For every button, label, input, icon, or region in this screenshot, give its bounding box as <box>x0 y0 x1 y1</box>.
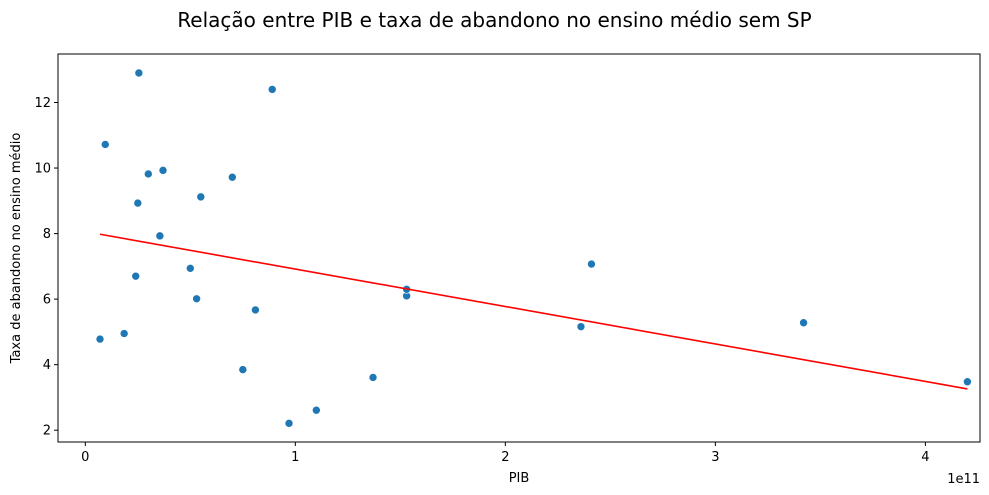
scatter-point-2 <box>100 140 110 149</box>
y-tick-label: 2 <box>43 424 51 439</box>
x-axis-label: PIB <box>509 471 530 486</box>
scatter-point-8 <box>155 231 165 241</box>
scatter-point-3 <box>119 329 129 338</box>
scatter-point-1 <box>95 334 105 344</box>
scatter-point-4 <box>131 271 141 281</box>
scatter-point-25 <box>963 377 972 387</box>
scatter-point-14 <box>238 365 248 374</box>
x-tick-label: 1 <box>291 450 299 465</box>
scatter-point-10 <box>186 264 195 273</box>
scatter-point-16 <box>267 85 277 94</box>
scatter-point-22 <box>576 322 586 331</box>
chart-title: Relação entre PIB e taxa de abandono no … <box>177 8 812 32</box>
y-tick-label: 12 <box>34 96 51 111</box>
y-axis-label: Taxa de abandono no ensino médio <box>9 133 24 365</box>
y-tick-label: 8 <box>43 227 51 242</box>
scatter-point-18 <box>312 405 321 415</box>
scatter-point-5 <box>133 198 143 208</box>
scatter-point-19 <box>368 373 378 382</box>
scatter-point-15 <box>251 305 260 315</box>
scatter-point-13 <box>228 172 237 182</box>
scatter-point-17 <box>284 419 294 428</box>
x-tick-label: 4 <box>921 450 929 465</box>
y-tick-label: 4 <box>43 358 51 373</box>
scatter-point-11 <box>192 294 201 304</box>
x-tick-label: 3 <box>711 450 719 465</box>
scatter-point-24 <box>799 318 808 328</box>
scatter-point-7 <box>144 169 153 179</box>
scatter-point-12 <box>196 192 206 202</box>
x-tick-label: 2 <box>501 450 509 465</box>
plot-frame <box>57 53 981 443</box>
x-tick-label: 0 <box>81 450 89 465</box>
trend-line <box>99 233 968 390</box>
y-tick-label: 6 <box>43 293 51 308</box>
y-tick-label: 10 <box>34 162 51 177</box>
scatter-point-6 <box>134 68 144 78</box>
scatter-point-23 <box>587 259 596 269</box>
x-offset-text: 1e11 <box>947 472 980 487</box>
scatter-point-9 <box>158 166 168 175</box>
